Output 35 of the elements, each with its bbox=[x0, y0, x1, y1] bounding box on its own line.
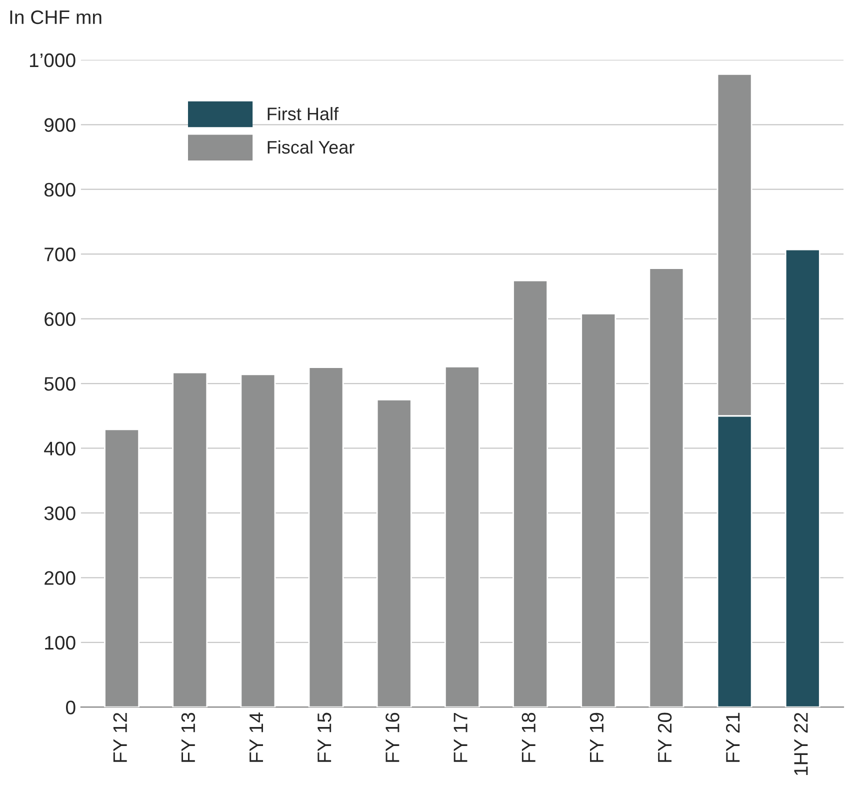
x-tick-label: FY 13 bbox=[181, 712, 196, 762]
x-tick-label: FY 18 bbox=[522, 712, 536, 762]
bar bbox=[512, 280, 548, 708]
x-tick-label: FY 17 bbox=[454, 712, 468, 762]
y-tick-label: 200 bbox=[44, 571, 76, 585]
y-tick-label: 100 bbox=[45, 636, 76, 650]
y-tick-label: 900 bbox=[44, 118, 76, 132]
x-tick-label: FY 21 bbox=[726, 712, 740, 762]
bar bbox=[784, 248, 820, 708]
y-tick-label: 400 bbox=[44, 442, 76, 456]
y-tick-label: 800 bbox=[44, 182, 76, 197]
x-tick-label: FY 19 bbox=[590, 712, 604, 762]
x-tick-label: 1HY 22 bbox=[794, 712, 808, 776]
bar bbox=[172, 372, 208, 708]
x-tick-label: FY 15 bbox=[318, 712, 332, 762]
bar bbox=[104, 428, 140, 708]
bar bbox=[444, 366, 480, 708]
bar bbox=[648, 268, 684, 708]
y-tick-label: 0 bbox=[66, 700, 76, 714]
bar bbox=[308, 366, 344, 708]
y-axis-title: In CHF mn bbox=[10, 10, 102, 24]
y-tick-label: 300 bbox=[44, 506, 76, 520]
legend-label: First Half bbox=[268, 107, 339, 120]
x-tick-label: FY 20 bbox=[658, 712, 672, 762]
x-tick-label: FY 14 bbox=[250, 712, 263, 762]
legend-label: Fiscal Year bbox=[268, 140, 354, 154]
bar bbox=[580, 312, 616, 708]
y-tick-label: 500 bbox=[44, 376, 76, 391]
x-tick-label: FY 12 bbox=[113, 712, 127, 762]
y-tick-label: 600 bbox=[44, 312, 76, 326]
bar bbox=[240, 374, 276, 708]
bar bbox=[376, 399, 412, 708]
x-tick-label: FY 16 bbox=[386, 712, 400, 762]
y-tick-label: 1’000 bbox=[30, 53, 76, 68]
y-tick-label: 700 bbox=[44, 248, 76, 262]
